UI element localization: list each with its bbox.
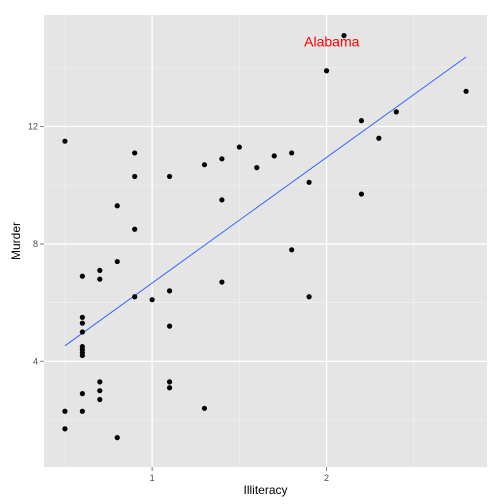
data-point bbox=[289, 247, 295, 253]
data-point bbox=[463, 88, 469, 94]
data-point bbox=[114, 203, 120, 209]
data-point bbox=[79, 273, 85, 279]
major-gridlines bbox=[44, 15, 487, 467]
data-point bbox=[114, 435, 120, 441]
data-point bbox=[149, 297, 155, 303]
data-point bbox=[114, 258, 120, 265]
regression-line bbox=[64, 56, 467, 347]
x-tick-label: 2 bbox=[324, 473, 329, 483]
y-tick-label: 12 bbox=[28, 122, 38, 132]
data-point bbox=[323, 68, 330, 74]
data-point bbox=[97, 267, 103, 273]
minor-gridlines bbox=[44, 15, 487, 467]
data-point bbox=[97, 276, 103, 282]
data-point bbox=[219, 156, 225, 162]
y-axis-title: Murder bbox=[9, 222, 23, 260]
data-point bbox=[254, 165, 260, 171]
data-point bbox=[376, 135, 382, 141]
data-point bbox=[271, 153, 277, 159]
data-point bbox=[219, 279, 225, 285]
x-tick-label: 1 bbox=[150, 473, 155, 483]
y-axis-ticks: 4 8 12 bbox=[28, 122, 44, 366]
data-point bbox=[79, 391, 85, 397]
data-point bbox=[132, 294, 138, 300]
data-point bbox=[166, 323, 173, 329]
data-point bbox=[62, 426, 68, 432]
data-point bbox=[132, 150, 138, 156]
data-point bbox=[306, 179, 312, 185]
data-point bbox=[306, 294, 312, 300]
plot-panel bbox=[44, 15, 487, 467]
data-point bbox=[358, 191, 365, 197]
annotation-label: Alabama bbox=[304, 33, 359, 49]
y-tick-label: 4 bbox=[33, 356, 38, 366]
data-point bbox=[79, 320, 85, 326]
data-point bbox=[132, 226, 138, 232]
y-tick-label: 8 bbox=[33, 239, 38, 249]
data-point bbox=[219, 197, 225, 203]
data-point bbox=[79, 408, 85, 414]
data-point bbox=[97, 379, 103, 385]
data-point bbox=[79, 352, 85, 359]
data-point bbox=[166, 288, 173, 294]
data-point bbox=[201, 162, 208, 168]
data-point bbox=[62, 408, 68, 414]
data-point bbox=[97, 396, 103, 403]
data-point bbox=[341, 32, 347, 39]
data-point bbox=[132, 173, 138, 180]
data-points bbox=[62, 32, 469, 441]
data-point bbox=[166, 173, 173, 180]
data-point bbox=[166, 385, 173, 391]
x-axis-title: Illiteracy bbox=[243, 483, 287, 497]
data-point bbox=[289, 150, 295, 156]
data-point bbox=[393, 109, 399, 115]
data-point bbox=[62, 138, 68, 144]
data-point bbox=[201, 405, 208, 411]
data-point bbox=[79, 329, 85, 335]
data-point bbox=[358, 118, 365, 124]
data-point bbox=[236, 144, 242, 150]
data-point bbox=[166, 379, 173, 385]
data-point bbox=[79, 314, 85, 320]
data-point bbox=[97, 388, 103, 394]
